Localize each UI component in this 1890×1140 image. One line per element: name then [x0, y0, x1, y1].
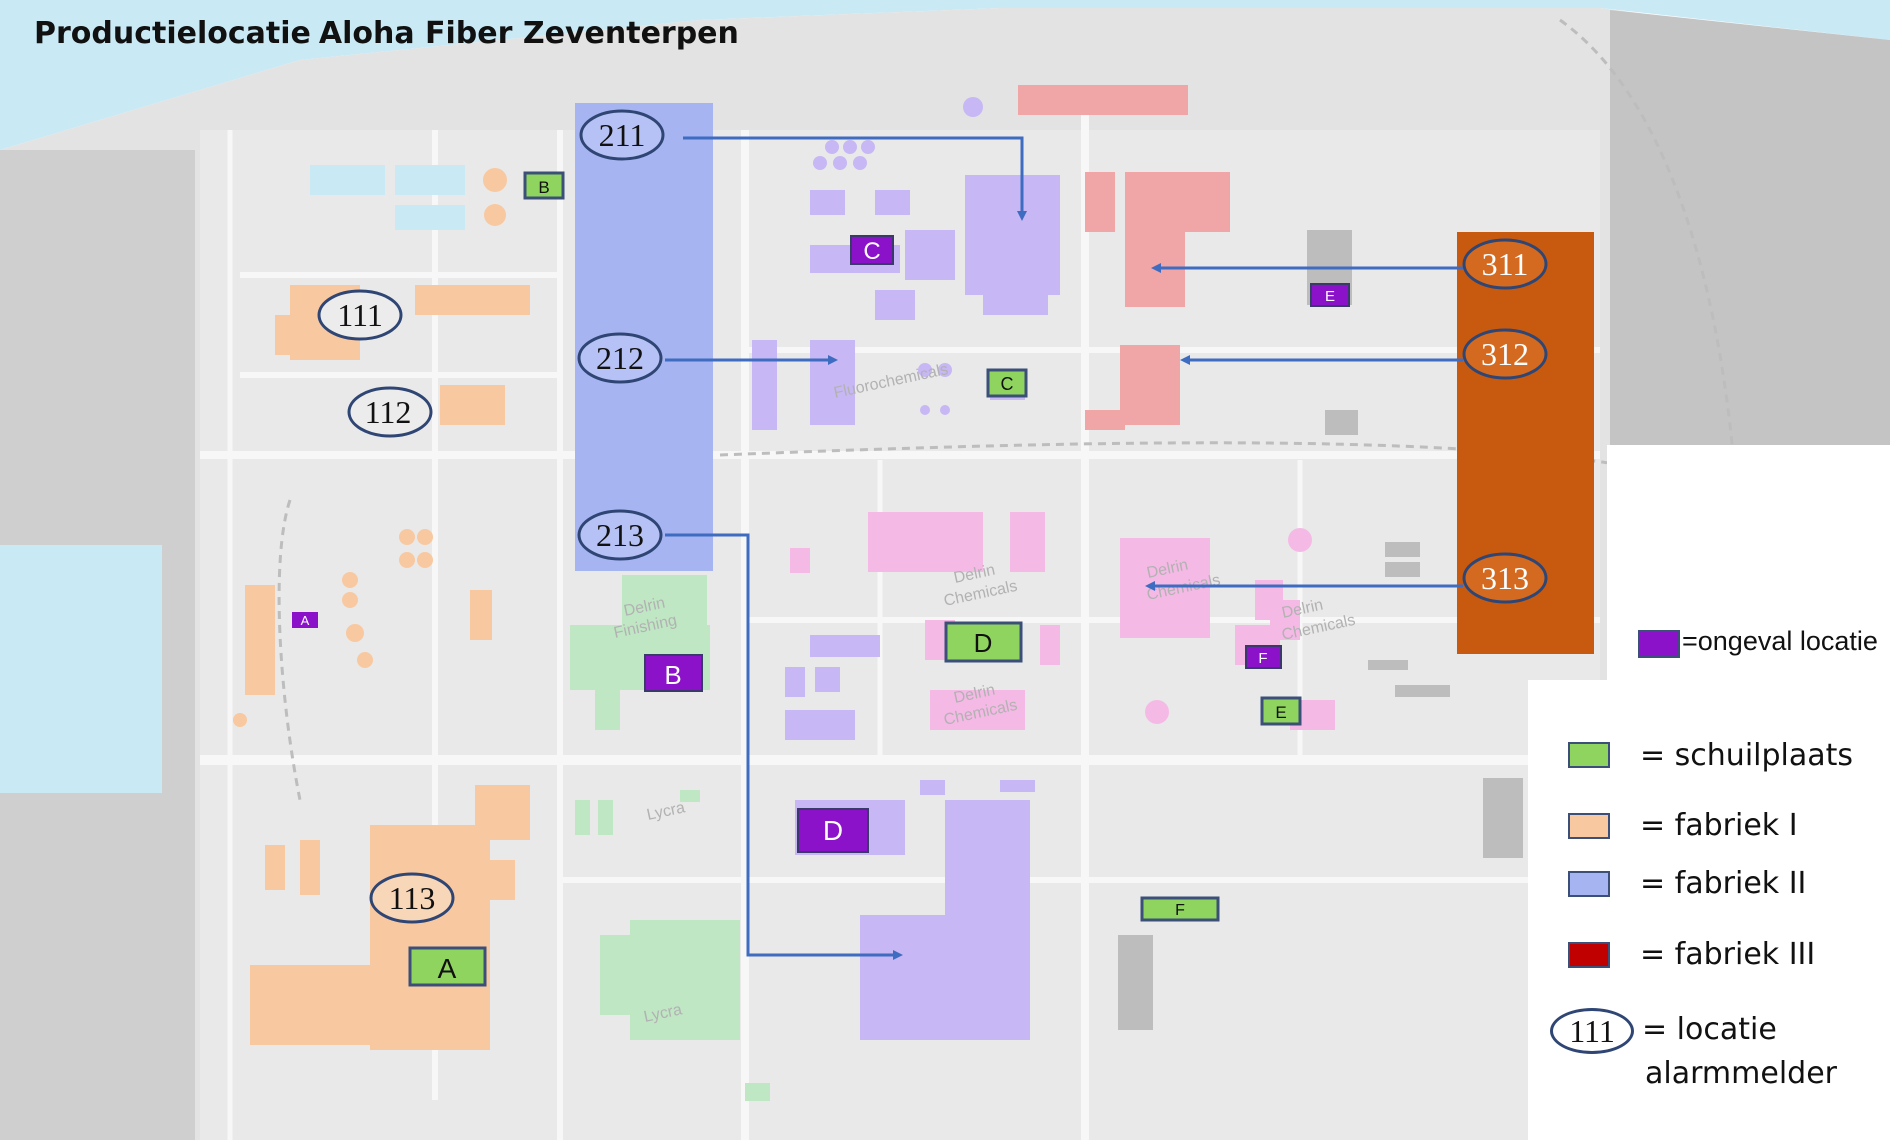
schuilplaats-marker-a: A [408, 946, 487, 987]
svg-text:A: A [301, 613, 310, 628]
schuilplaats-markers: A B C D E F [408, 171, 1302, 987]
legend-fabriek-III-label: = fabriek III [1640, 937, 1816, 972]
ongeval-markers: A B C D E F [292, 235, 1350, 853]
legend-ongeval-swatch [1638, 630, 1680, 658]
route-213 [665, 533, 903, 960]
svg-text:313: 313 [1481, 560, 1529, 596]
legend-melder-oval: 111 [1550, 1008, 1634, 1054]
schuilplaats-marker-f: F [1140, 896, 1220, 922]
alarm-melders: 211 212 213 311 312 313 111 112 113 [317, 109, 1548, 924]
basin-left [0, 545, 162, 793]
legend-fabriek-I-label: = fabriek I [1640, 808, 1798, 843]
outer-ground-right [1610, 10, 1890, 450]
svg-text:E: E [1325, 288, 1335, 305]
svg-text:D: D [823, 815, 843, 846]
svg-text:111: 111 [337, 297, 383, 333]
river [0, 0, 1890, 150]
legend-melder-label-1: = locatie [1642, 1012, 1777, 1047]
water-tanks [310, 165, 465, 230]
legend-fabriek-I-swatch [1568, 813, 1610, 839]
melder-111: 111 [317, 289, 403, 341]
melder-213: 213 [577, 509, 663, 561]
melder-311: 311 [1462, 238, 1548, 290]
svg-text:D: D [974, 628, 993, 658]
rail-track [277, 18, 1742, 1100]
svg-text:B: B [538, 178, 549, 197]
schuilplaats-marker-d: D [944, 621, 1023, 663]
route-arrows [665, 136, 1463, 960]
ongeval-marker-f: F [1245, 645, 1282, 669]
svg-text:C: C [863, 238, 880, 265]
ongeval-marker-a: A [292, 612, 318, 628]
page-title: Productielocatie Aloha Fiber Zeventerpen [34, 16, 739, 51]
schuilplaats-marker-b: B [523, 171, 565, 200]
legend-schuilplaats-label: = schuilplaats [1640, 738, 1854, 773]
svg-text:A: A [438, 953, 457, 984]
ongeval-marker-b: B [644, 654, 703, 692]
ongeval-marker-e: E [1310, 283, 1350, 307]
svg-text:F: F [1258, 650, 1267, 667]
legend-fabriek-III-swatch [1568, 942, 1610, 968]
fabriek-III-buildings [1018, 85, 1230, 430]
melder-113: 113 [369, 872, 455, 924]
title-line2: Aloha Fiber Zeventerpen [318, 16, 739, 51]
svg-text:113: 113 [389, 880, 436, 916]
pink-buildings [790, 512, 1335, 730]
svg-text:212: 212 [596, 340, 644, 376]
legend-ongeval-label: =ongeval locatie [1682, 626, 1878, 656]
melder-211: 211 [579, 109, 665, 161]
route-211 [683, 136, 1027, 221]
svg-text:311: 311 [1482, 246, 1529, 282]
svg-text:E: E [1275, 703, 1286, 722]
svg-text:C: C [1001, 374, 1014, 394]
schuilplaats-marker-e: E [1260, 696, 1302, 726]
ongeval-marker-c: C [850, 235, 894, 265]
legend-fabriek-II-label: = fabriek II [1640, 866, 1807, 901]
svg-text:211: 211 [599, 117, 646, 153]
svg-text:213: 213 [596, 517, 644, 553]
legend-fabriek-II-swatch [1568, 871, 1610, 897]
melder-312: 312 [1462, 328, 1548, 380]
svg-text:F: F [1175, 902, 1185, 919]
svg-text:312: 312 [1481, 336, 1529, 372]
svg-text:112: 112 [365, 394, 412, 430]
melder-313: 313 [1462, 552, 1548, 604]
legend-schuilplaats-swatch [1568, 742, 1610, 768]
title-line1: Productielocatie [34, 16, 311, 51]
ongeval-marker-d: D [797, 808, 869, 853]
melder-112: 112 [347, 386, 433, 438]
schuilplaats-marker-c: C [986, 368, 1028, 398]
melder-212: 212 [577, 332, 663, 384]
legend-melder-label-2: alarmmelder [1645, 1056, 1837, 1091]
svg-text:B: B [664, 660, 681, 690]
